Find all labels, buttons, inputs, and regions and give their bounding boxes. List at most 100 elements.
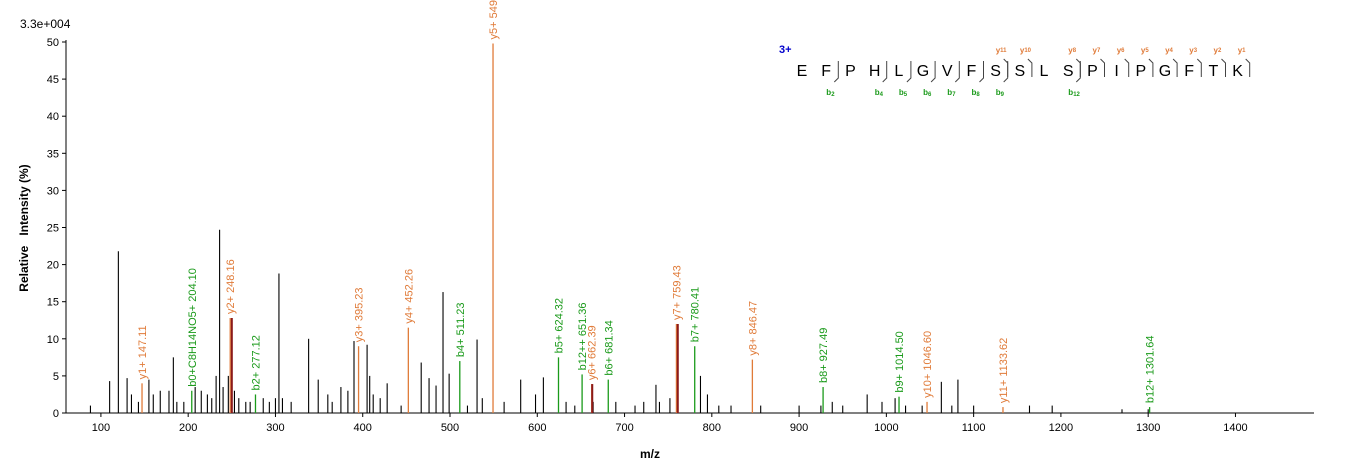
b-ion-label: b9+ 1014.50 (894, 331, 906, 392)
b-ion-label: b4+ 511.23 (455, 303, 467, 358)
x-tick: 400 (354, 413, 372, 434)
sequence-residue: H (869, 63, 881, 80)
y-tick-label: 20 (47, 260, 59, 272)
y-tick: 15 (47, 297, 66, 309)
y-tick: 50 (47, 37, 66, 49)
y-ion-marker: y3 (1189, 46, 1197, 55)
b-ion-label: b6+ 681.34 (603, 320, 615, 375)
sequence-residue: L (894, 63, 903, 80)
sequence-residue: S (1014, 63, 1025, 80)
y-ion-label: y7+ 759.43 (671, 265, 683, 320)
y-tick: 5 (53, 371, 66, 383)
b-ion-marker: b5 (899, 88, 908, 98)
y-ion-cleavage-mark (1075, 58, 1081, 77)
y-ion-cleavage-mark (1196, 58, 1202, 77)
y-ion-marker: y2 (1214, 46, 1222, 55)
x-tick: 200 (179, 413, 197, 434)
y-ion-cleavage-mark (1221, 58, 1226, 77)
b-ion-cleavage-mark (930, 61, 936, 83)
x-tick-label: 800 (703, 422, 721, 434)
y-ion-cleavage-mark (1027, 58, 1033, 77)
b-ion-cleavage-mark (1003, 61, 1009, 83)
b-ion-marker: b9 (996, 88, 1005, 98)
precursor-charge: 3+ (779, 44, 792, 56)
b-ion-marker: b12 (1068, 88, 1080, 98)
y-tick: 0 (53, 408, 66, 420)
x-tick: 1400 (1223, 413, 1248, 434)
y-tick: 20 (47, 260, 66, 272)
x-tick: 800 (703, 413, 721, 434)
x-tick-label: 200 (179, 422, 197, 434)
x-tick-label: 1000 (874, 422, 898, 434)
y-ion-marker: y4 (1165, 46, 1173, 55)
y-ion-cleavage-mark (1100, 58, 1105, 77)
y-ion-label: y1+ 147.11 (137, 325, 149, 379)
sequence-residue: P (1087, 63, 1098, 80)
x-tick-label: 1300 (1136, 422, 1160, 434)
b-ion-marker: b6 (923, 88, 932, 98)
y-tick-label: 25 (47, 223, 59, 235)
x-tick: 300 (266, 413, 285, 434)
y-tick-label: 35 (47, 148, 59, 160)
b-ion-label: b2+ 277.12 (250, 335, 262, 390)
y-ion-label: y10+ 1046.60 (922, 331, 934, 398)
b-ion-cleavage-mark (906, 61, 912, 83)
y-tick-label: 40 (47, 111, 59, 123)
sequence-residue: G (917, 63, 929, 80)
x-tick-label: 300 (266, 422, 284, 434)
x-tick-label: 1100 (962, 422, 986, 434)
y-ion-cleavage-mark (1148, 58, 1154, 77)
x-tick: 100 (92, 413, 110, 434)
x-tick-label: 1200 (1049, 422, 1073, 434)
b-ion-marker: b4 (875, 88, 884, 98)
x-tick: 1000 (874, 413, 899, 434)
y-ion-label: y3+ 395.23 (354, 287, 366, 342)
y-ion-cleavage-mark (1003, 58, 1009, 77)
x-tick-label: 1400 (1223, 422, 1247, 434)
x-tick-label: 600 (528, 422, 546, 434)
y-ion-marker: y7 (1093, 46, 1101, 55)
b-ion-cleavage-mark (833, 61, 839, 83)
peaks (89, 43, 1151, 413)
y-ion-label: y5+ 549.3 (488, 0, 500, 39)
y-tick: 10 (47, 334, 66, 346)
y-axis-title: Relative Intensity (%) (17, 164, 31, 291)
sequence-residue: E (797, 63, 808, 80)
y-tick-label: 30 (47, 185, 59, 197)
b-ion-marker: b8 (972, 88, 981, 98)
sequence-residue: G (1159, 63, 1171, 80)
sequence-residue: P (845, 63, 856, 80)
b-ion-cleavage-mark (954, 61, 960, 83)
y-ion-marker: y8 (1068, 46, 1076, 55)
x-tick-label: 500 (441, 422, 459, 434)
b-ion-marker: b7 (947, 88, 956, 98)
x-tick: 600 (528, 413, 546, 434)
b-ion-label: b5+ 624.32 (553, 298, 565, 353)
y-ion-cleavage-mark (1172, 58, 1178, 77)
b-ion-marker: b2 (826, 88, 835, 98)
sequence-residue: V (942, 63, 953, 80)
b-ion-label: b0+C8H14NO5+ 204.10 (187, 268, 199, 387)
sequence-residue: F (821, 63, 831, 80)
sequence-residue: S (1063, 63, 1074, 80)
x-tick: 500 (441, 413, 459, 434)
y-ion-marker: y6 (1117, 46, 1125, 55)
y-tick: 30 (47, 185, 66, 197)
x-tick-label: 700 (615, 422, 633, 434)
y-ion-label: y4+ 452.26 (403, 269, 415, 324)
x-tick: 1300 (1136, 413, 1160, 434)
y-ion-cleavage-mark (1245, 58, 1251, 77)
sequence-residue: F (967, 63, 977, 80)
sequence-residue: F (1184, 63, 1194, 80)
y-tick-label: 5 (53, 371, 59, 383)
x-tick-label: 100 (92, 422, 110, 434)
peak-labels: y1+ 147.11 b0+C8H14NO5+ 204.10 y2+ 248.16 b… (137, 0, 1157, 403)
y-tick: 40 (47, 111, 66, 123)
y-ion-marker: y1 (1238, 46, 1246, 55)
sequence-residue: S (990, 63, 1001, 80)
y-ion-label: y11+ 1133.62 (998, 338, 1010, 403)
intensity-scale-label: 3.3e+004 (20, 17, 71, 31)
y-tick: 25 (47, 223, 66, 235)
y-ion-cleavage-mark (1124, 58, 1130, 77)
